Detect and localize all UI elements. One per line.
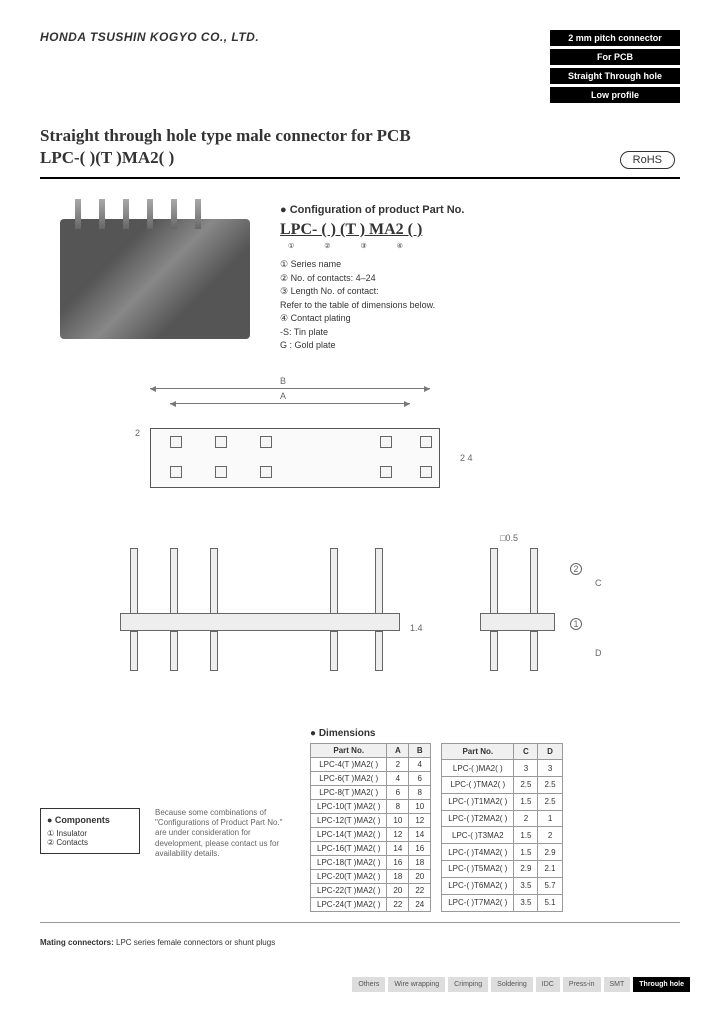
components-box: ● Components ① Insulator② Contacts (40, 808, 140, 854)
availability-note: Because some combinations of "Configurat… (155, 808, 295, 860)
config-text: ● Configuration of product Part No. LPC-… (280, 199, 680, 353)
footer-tag: Press-in (563, 977, 601, 992)
config-partno: LPC- ( ) (T ) MA2 ( ) (280, 221, 680, 239)
technical-diagram: B A 2 2 4 1.4 □0.5 2 1 C (40, 378, 680, 708)
title-line1: Straight through hole type male connecto… (40, 125, 411, 147)
config-title: ● Configuration of product Part No. (280, 204, 680, 216)
divider (40, 177, 680, 179)
title-line2: LPC-( )(T )MA2( ) (40, 147, 411, 169)
divider-thin (40, 922, 680, 923)
footer-tag: Soldering (491, 977, 533, 992)
footer-tag: IDC (536, 977, 560, 992)
footer-tag: Crimping (448, 977, 488, 992)
product-image (60, 219, 250, 339)
footer-tag: Others (352, 977, 385, 992)
dimensions-title: ● Dimensions (310, 728, 563, 739)
footer-tag: Through hole (633, 977, 690, 992)
badge: 2 mm pitch connector (550, 30, 680, 46)
rohs-badge: RoHS (620, 151, 675, 169)
badges: 2 mm pitch connector For PCB Straight Thro… (550, 30, 680, 103)
config-list: ① Series name② No. of contacts: 4–24③ Le… (280, 258, 680, 353)
title-block: Straight through hole type male connecto… (40, 125, 411, 169)
footer-tag: Wire wrapping (388, 977, 445, 992)
mating-connectors: Mating connectors: LPC series female con… (40, 938, 680, 947)
dimensions-table-1: Part No.ABLPC-4(T )MA2( )24LPC-6(T )MA2(… (310, 743, 431, 912)
badge: For PCB (550, 49, 680, 65)
config-subscripts: ① ② ③ ④ (288, 242, 680, 250)
badge: Straight Through hole (550, 68, 680, 84)
company-name: HONDA TSUSHIN KOGYO CO., LTD. (40, 30, 259, 44)
footer-tags: OthersWire wrappingCrimpingSolderingIDCP… (352, 977, 690, 992)
badge: Low profile (550, 87, 680, 103)
footer-tag: SMT (604, 977, 631, 992)
dimensions-table-2: Part No.CDLPC-( )MA2( )33LPC-( )TMA2( )2… (441, 743, 562, 912)
